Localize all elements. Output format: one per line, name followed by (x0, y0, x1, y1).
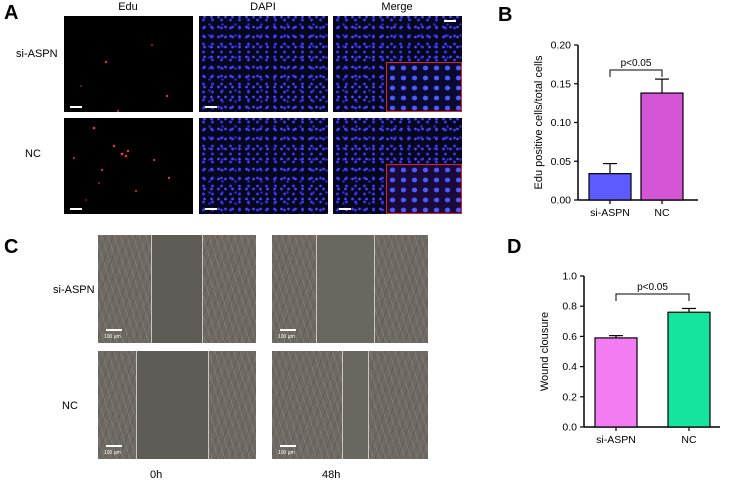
bar-nc (667, 311, 711, 428)
column-header-edu: Edu (118, 1, 138, 13)
y-tick-label: 0.00 (551, 195, 572, 207)
column-header-dapi: DAPI (250, 1, 276, 13)
merge-image-si-aspn (333, 16, 462, 112)
panel-letter-b: B (498, 4, 513, 26)
y-tick-label: 0.05 (551, 156, 572, 168)
wound-image-nc-0h: 100 μm (98, 351, 256, 459)
y-tick-label: 0.8 (562, 301, 577, 313)
y-tick-label: 1.0 (562, 271, 577, 283)
significance-bracket (615, 293, 690, 301)
y-tick-label: 0.4 (562, 361, 577, 373)
y-tick-label: 0.2 (562, 391, 577, 403)
y-tick-label: 0.0 (562, 422, 577, 434)
edu-image-si-aspn (64, 16, 193, 112)
y-axis-label: Edu positive cells/total cells (533, 55, 545, 189)
row-label-c-si-aspn: si-ASPN (53, 284, 95, 296)
bar-si-aspn (594, 337, 638, 428)
panel-letter-c: C (4, 236, 19, 258)
timepoint-label-48h: 48h (322, 469, 341, 481)
y-tick-label: 0.10 (551, 117, 572, 129)
x-tick-label: NC (654, 207, 670, 219)
scale-bar-label: 100 μm (278, 334, 295, 340)
dapi-image-nc (199, 118, 328, 214)
y-tick-label: 0.6 (562, 331, 577, 343)
merge-inset-si-aspn (386, 62, 462, 112)
dapi-image-si-aspn (199, 16, 328, 112)
bar-nc (640, 92, 684, 201)
row-label-si-aspn: si-ASPN (16, 48, 58, 60)
scale-bar-label: 100 μm (278, 450, 295, 456)
y-axis-label: Wound clousure (539, 312, 551, 391)
row-label-nc: NC (25, 148, 41, 160)
merge-inset-nc (386, 164, 462, 214)
x-tick-label: NC (681, 434, 697, 446)
scale-bar-label: 100 μm (104, 334, 121, 340)
chart-wound-closure: 0.0 0.2 0.4 0.6 0.8 1.0 Wound clousure si-ASPN N… (539, 271, 720, 446)
significance-bracket (609, 69, 663, 77)
edu-image-nc (64, 118, 193, 214)
scale-bar-label: 100 μm (104, 450, 121, 456)
x-tick-label: si-ASPN (590, 207, 630, 219)
bar-si-aspn (588, 173, 632, 201)
significance-label: p<0.05 (637, 282, 668, 293)
y-tick-label: 0.20 (551, 40, 572, 52)
panel-letter-a: A (4, 2, 19, 24)
y-tick-label: 0.15 (551, 78, 572, 90)
significance-label: p<0.05 (621, 58, 652, 69)
timepoint-label-0h: 0h (150, 469, 163, 481)
wound-image-si-aspn-48h: 100 μm (272, 235, 428, 343)
column-header-merge: Merge (381, 1, 413, 13)
chart-edu-positive: 0.00 0.05 0.10 0.15 0.20 Edu positive cells/t… (533, 40, 698, 219)
wound-image-nc-48h: 100 μm (272, 351, 428, 459)
panel-letter-d: D (507, 236, 522, 258)
row-label-c-nc: NC (62, 400, 78, 412)
merge-image-nc (333, 118, 462, 214)
wound-image-si-aspn-0h: 100 μm (98, 235, 256, 343)
x-tick-label: si-ASPN (596, 434, 636, 446)
